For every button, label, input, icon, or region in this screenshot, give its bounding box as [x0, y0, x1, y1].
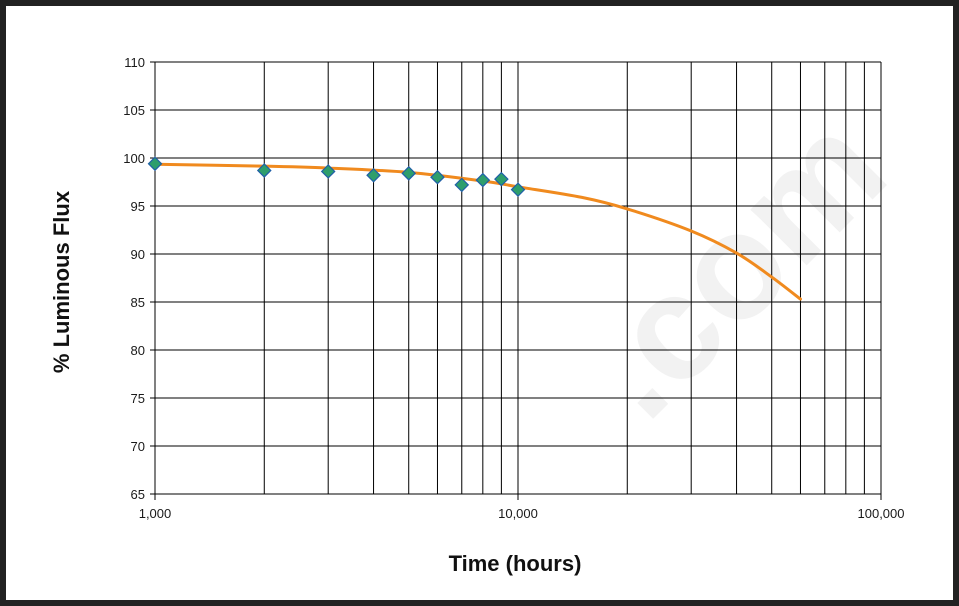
data-point-marker [494, 171, 509, 187]
grid [150, 61, 882, 500]
data-point-marker [256, 163, 272, 178]
x-tick-label: 10,000 [498, 506, 538, 521]
y-tick-label: 80 [131, 343, 145, 358]
y-tick-label: 75 [131, 391, 145, 406]
data-point-marker [430, 169, 445, 185]
trend-line [153, 162, 802, 301]
data-point-marker [401, 166, 417, 181]
data-point-marker [475, 172, 491, 188]
data-point-marker [454, 177, 470, 193]
x-axis-title: Time (hours) [449, 551, 582, 576]
y-tick-label: 100 [123, 151, 145, 166]
data-point-marker [320, 164, 336, 179]
marker-layer [147, 156, 526, 198]
y-axis-title: % Luminous Flux [49, 190, 74, 373]
trend-line-layer [153, 162, 802, 301]
y-tick-label: 70 [131, 439, 145, 454]
y-tick-labels: 65 70 75 80 85 90 95 100 105 110 [123, 55, 145, 502]
y-tick-label: 105 [123, 103, 145, 118]
x-tick-label: 100,000 [858, 506, 905, 521]
data-point-marker [147, 156, 163, 172]
y-tick-label: 65 [131, 487, 145, 502]
x-tick-labels: 1,000 10,000 100,000 [139, 506, 905, 521]
y-tick-label: 85 [131, 295, 145, 310]
x-tick-label: 1,000 [139, 506, 172, 521]
data-point-marker [366, 167, 381, 183]
chart-svg: .com 65 70 75 80 85 90 95 100 105 110 1,000 10,000… [49, 55, 916, 576]
y-tick-label: 110 [124, 55, 145, 70]
watermark: .com [550, 82, 916, 448]
y-tick-label: 90 [131, 247, 145, 262]
y-tick-label: 95 [131, 199, 145, 214]
data-point-marker [510, 182, 526, 198]
